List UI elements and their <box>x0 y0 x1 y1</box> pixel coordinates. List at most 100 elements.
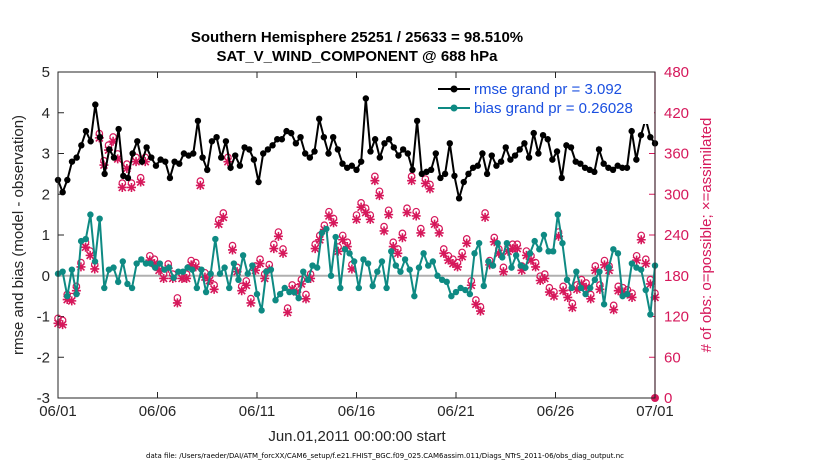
obs-assimilated-point <box>352 214 361 224</box>
bias-point <box>378 258 386 265</box>
rmse-point <box>339 160 346 167</box>
obs-assimilated-point <box>379 226 389 236</box>
bias-point <box>87 211 94 218</box>
rmse-point <box>73 154 80 161</box>
bias-point <box>388 248 395 255</box>
bias-point <box>110 264 117 271</box>
bias-point <box>573 268 580 275</box>
bias-point <box>124 280 131 288</box>
bias-point <box>175 268 182 275</box>
bias-point <box>499 254 506 261</box>
y-right-tick-label: 360 <box>664 146 689 163</box>
rmse-point <box>288 129 295 137</box>
bias-point <box>258 307 265 314</box>
rmse-point <box>199 154 206 161</box>
bias-point <box>420 250 427 257</box>
bias-point <box>165 264 173 271</box>
obs-assimilated-point <box>425 184 435 194</box>
tick-group: 06/01 06/06 06/11 06/16 06/21 06/26 07/01 -3 -2 -… <box>37 64 689 420</box>
rmse-point <box>521 140 528 147</box>
bias-point <box>587 284 594 292</box>
bias-point <box>170 274 177 281</box>
bias-point <box>119 258 126 265</box>
legend-rmse-label: rmse grand pr = 3.092 <box>474 81 622 98</box>
rmse-point <box>222 138 230 145</box>
obs-assimilated-point <box>540 273 550 283</box>
bias-point <box>198 266 205 273</box>
bias-point <box>276 290 284 298</box>
obs-assimilated-point <box>581 282 591 292</box>
rmse-point <box>274 136 281 143</box>
obs-assimilated-point <box>347 264 357 274</box>
rmse-point <box>647 134 654 141</box>
bias-point <box>577 284 585 292</box>
obs-assimilated-point <box>439 248 449 258</box>
bias-point <box>489 262 497 269</box>
bias-point <box>138 256 145 263</box>
obs-assimilated-point <box>329 218 339 228</box>
rmse-point <box>474 162 481 169</box>
obs-assimilated-point <box>494 248 504 258</box>
rmse-point <box>549 156 556 163</box>
bias-point <box>559 239 566 247</box>
bias-point <box>494 239 501 247</box>
rmse-point <box>488 152 495 159</box>
rmse-point <box>246 146 253 153</box>
bias-point <box>568 284 575 292</box>
rmse-point <box>530 129 537 137</box>
obs-assimilated-point <box>356 202 366 212</box>
bias-point <box>383 284 390 292</box>
obs-assimilated-point <box>200 272 210 282</box>
bias-point <box>216 270 224 277</box>
rmse-point <box>497 158 505 165</box>
y-right-tick-label: 120 <box>664 309 689 326</box>
obs-assimilated-point <box>62 295 72 305</box>
obs-assimilated-point <box>255 259 265 269</box>
obs-assimilated-point <box>117 182 127 192</box>
bias-point <box>415 264 423 271</box>
obs-assimilated-point <box>58 320 68 330</box>
x-tick-label: 06/06 <box>139 403 177 420</box>
rmse-point <box>320 134 328 141</box>
bias-point <box>235 276 242 284</box>
rmse-point <box>190 150 197 157</box>
x-tick-label: 06/16 <box>338 403 376 420</box>
series-points <box>54 95 659 318</box>
bias-point <box>267 266 275 273</box>
bias-point <box>128 284 136 292</box>
bias-point <box>392 262 400 269</box>
rmse-point <box>507 156 514 163</box>
bias-point <box>647 311 654 318</box>
y-axis-right-label: # of obs: o=possible; ×=assimilated <box>698 118 715 353</box>
obs-assimilated-point <box>108 136 118 146</box>
rmse-point <box>218 154 225 161</box>
obs-assimilated-point <box>228 245 238 255</box>
y-tick-label: 2 <box>42 186 50 203</box>
rmse-point <box>479 150 486 157</box>
rmse-point <box>325 150 332 157</box>
bias-point <box>466 290 474 298</box>
obs-assimilated-point <box>448 259 458 269</box>
obs-assimilated-point <box>517 265 527 275</box>
x-tick-label: 06/26 <box>537 403 575 420</box>
bias-point <box>73 290 80 298</box>
obs-assimilated-point <box>636 235 646 245</box>
obs-assimilated-point <box>67 296 77 306</box>
bias-point <box>212 235 219 243</box>
bias-point <box>332 233 339 241</box>
bias-point <box>471 250 478 257</box>
bias-point <box>230 260 238 267</box>
rmse-point <box>250 156 258 163</box>
obs-assimilated-point <box>85 250 95 260</box>
bias-point <box>239 252 247 259</box>
y-tick-label: -2 <box>37 349 50 366</box>
rmse-point <box>148 154 155 161</box>
rmse-point <box>437 174 444 182</box>
obs-assimilated-point <box>489 237 499 247</box>
obs-assimilated-point <box>315 235 325 245</box>
obs-assimilated-point <box>402 208 412 218</box>
x-tick-label: 06/21 <box>437 403 475 420</box>
bias-point <box>82 235 89 243</box>
rmse-point <box>390 144 398 151</box>
